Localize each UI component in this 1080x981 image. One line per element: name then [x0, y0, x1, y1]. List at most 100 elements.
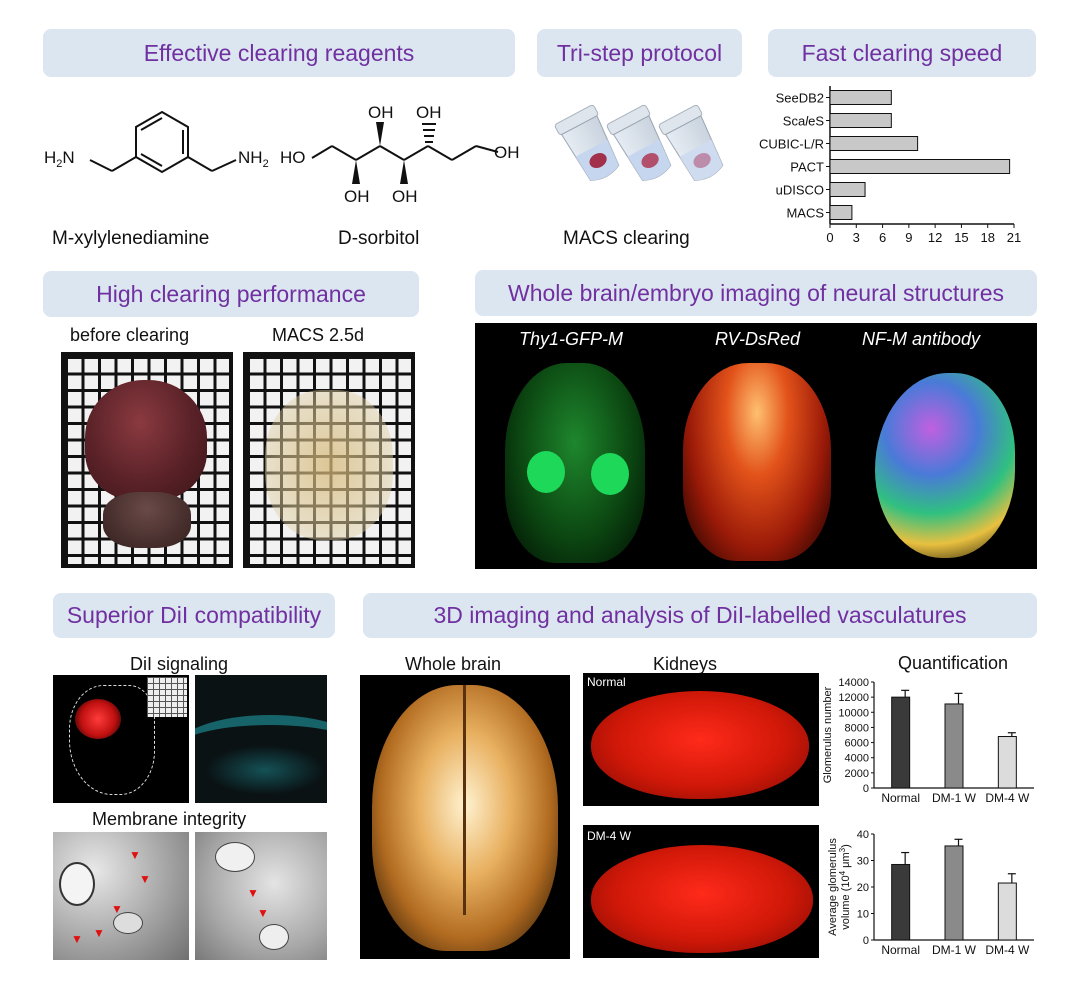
speed-bar — [829, 90, 892, 105]
speed-x-tick-label: 9 — [905, 230, 912, 245]
oh-text-5: OH — [494, 143, 520, 162]
chart-bar — [944, 703, 964, 789]
speed-bar — [829, 159, 1011, 174]
chart-category-label: Normal — [881, 943, 920, 957]
chart-y-tick-label: 40 — [857, 829, 869, 841]
header-reagents: Effective clearing reagents — [43, 29, 515, 77]
chart-category-label: DM-1 W — [932, 791, 977, 805]
xylylenediamine-structure: H2N NH2 — [44, 110, 269, 174]
header-dil-label: Superior DiI compatibility — [66, 602, 322, 628]
speed-x-tick-label: 3 — [853, 230, 860, 245]
dil-cyan-image — [195, 675, 327, 803]
brain-cleared — [265, 390, 393, 540]
glomerulus-number-chart: 0 2000 4000 6000 8000 10000 12000 14000 Normal DM… — [822, 677, 1034, 805]
thy1-label: Thy1-GFP-M — [519, 329, 624, 349]
dil-section-image — [53, 675, 189, 803]
red-brain-image — [683, 363, 831, 561]
header-performance-label: High clearing performance — [96, 280, 366, 307]
speed-bar — [829, 113, 892, 128]
kidney-dm4w-label: DM-4 W — [587, 829, 631, 843]
chart-category-label: DM-4 W — [985, 791, 1030, 805]
chart-y-tick-label: 10000 — [838, 707, 869, 719]
oh-text-4: OH — [416, 103, 442, 122]
embryo-image — [875, 373, 1015, 558]
quantification-label: Quantification — [898, 653, 1009, 673]
speed-x-tick-label: 0 — [826, 230, 833, 245]
chart-bar — [944, 845, 964, 941]
speed-category-label: SeeDB2 — [776, 91, 824, 106]
imaging-panel: Thy1-GFP-M RV-DsRed NF-M antibody — [475, 323, 1037, 569]
rv-label: RV-DsRed — [715, 329, 801, 349]
speed-category-label: MACS — [786, 206, 824, 221]
speed-x-tick-label: 12 — [928, 230, 942, 245]
speed-x-tick-label: 18 — [980, 230, 994, 245]
oh-text-2: OH — [368, 103, 394, 122]
tubes-illustration — [554, 104, 724, 181]
chart-y-label: Average glomerulus — [827, 838, 839, 936]
protocol-caption: MACS clearing — [563, 228, 690, 249]
before-clearing-label: before clearing — [70, 325, 190, 345]
header-performance: High clearing performance — [43, 271, 419, 317]
dil-signaling-label: DiI signaling — [130, 654, 229, 674]
chart-bar — [891, 696, 911, 789]
chart-category-label: DM-4 W — [985, 943, 1030, 957]
oh-text-3: OH — [392, 187, 418, 206]
kidney-normal-image: Normal — [583, 673, 819, 806]
header-dil: Superior DiI compatibility — [53, 593, 335, 638]
speed-category-label: CUBIC-L/R — [759, 137, 824, 152]
chart-y-label: Glomerulus number — [822, 686, 834, 783]
compound2-label: D-sorbitol — [338, 228, 420, 249]
before-clearing-image — [61, 352, 233, 568]
header-protocol-label: Tri-step protocol — [556, 39, 723, 66]
speed-category-label: PACT — [790, 160, 824, 175]
chart-y-tick-label: 30 — [857, 856, 869, 868]
chart-bar — [997, 736, 1017, 789]
chart-y-tick-label: 12000 — [838, 692, 869, 704]
header-reagents-label: Effective clearing reagents — [143, 39, 415, 66]
header-protocol: Tri-step protocol — [537, 29, 742, 77]
sorbitol-structure: HO OH OH OH OH OH — [280, 103, 520, 206]
chart-y-tick-label: 14000 — [838, 677, 869, 689]
chart-y-tick-label: 2000 — [845, 768, 869, 780]
membrane-integrity-label: Membrane integrity — [92, 809, 247, 829]
kidneys-label: Kidneys — [653, 654, 718, 674]
whole-brain-label: Whole brain — [405, 654, 502, 674]
chart-y-tick-label: 10 — [857, 909, 869, 921]
header-whole-brain-label: Whole brain/embryo imaging of neural str… — [507, 279, 1004, 306]
em-image-2: ▼ ▼ — [195, 832, 327, 960]
tube-1 — [554, 104, 620, 181]
macs-cleared-image — [243, 352, 415, 568]
oh-text-1: OH — [344, 187, 370, 206]
kidney-normal-label: Normal — [587, 675, 626, 689]
header-vasculature: 3D imaging and analysis of DiI-labelled … — [363, 593, 1037, 638]
header-speed: Fast clearing speed — [768, 29, 1036, 77]
header-speed-label: Fast clearing speed — [801, 39, 1003, 66]
compound1-label: M-xylylenediamine — [52, 228, 210, 249]
glomerulus-volume-chart: 0 10 20 30 40 Normal DM-1 W DM-4 W Average glome… — [827, 829, 1034, 957]
brain-before — [85, 380, 207, 500]
chart-category-label: Normal — [881, 791, 920, 805]
ho-text: HO — [280, 148, 306, 167]
chart-y-tick-label: 8000 — [845, 722, 869, 734]
macs-25d-label: MACS 2.5d — [272, 325, 365, 345]
chart-y-label-2: volume (104 μm3) — [838, 844, 852, 930]
chart-category-label: DM-1 W — [932, 943, 977, 957]
speed-bar — [829, 136, 919, 151]
tube-2 — [606, 104, 672, 181]
vasculature-brain-image — [360, 675, 570, 959]
speed-bar — [829, 182, 866, 197]
chart-y-tick-label: 20 — [857, 882, 869, 894]
em-image-1: ▼ ▼ ▼ ▼ ▼ — [53, 832, 189, 960]
speed-x-tick-label: 21 — [1007, 230, 1021, 245]
speed-category-label: uDISCO — [776, 183, 824, 198]
tube-3 — [658, 104, 724, 181]
chart-y-tick-label: 4000 — [845, 753, 869, 765]
chart-y-tick-label: 6000 — [845, 738, 869, 750]
speed-category-label: ScaleS — [783, 114, 825, 129]
header-whole-brain: Whole brain/embryo imaging of neural str… — [475, 270, 1037, 316]
nh2-text: NH2 — [238, 148, 269, 170]
speed-bar — [829, 205, 853, 220]
kidney-dm4w-image: DM-4 W — [583, 825, 819, 958]
chart-bar — [891, 863, 911, 941]
